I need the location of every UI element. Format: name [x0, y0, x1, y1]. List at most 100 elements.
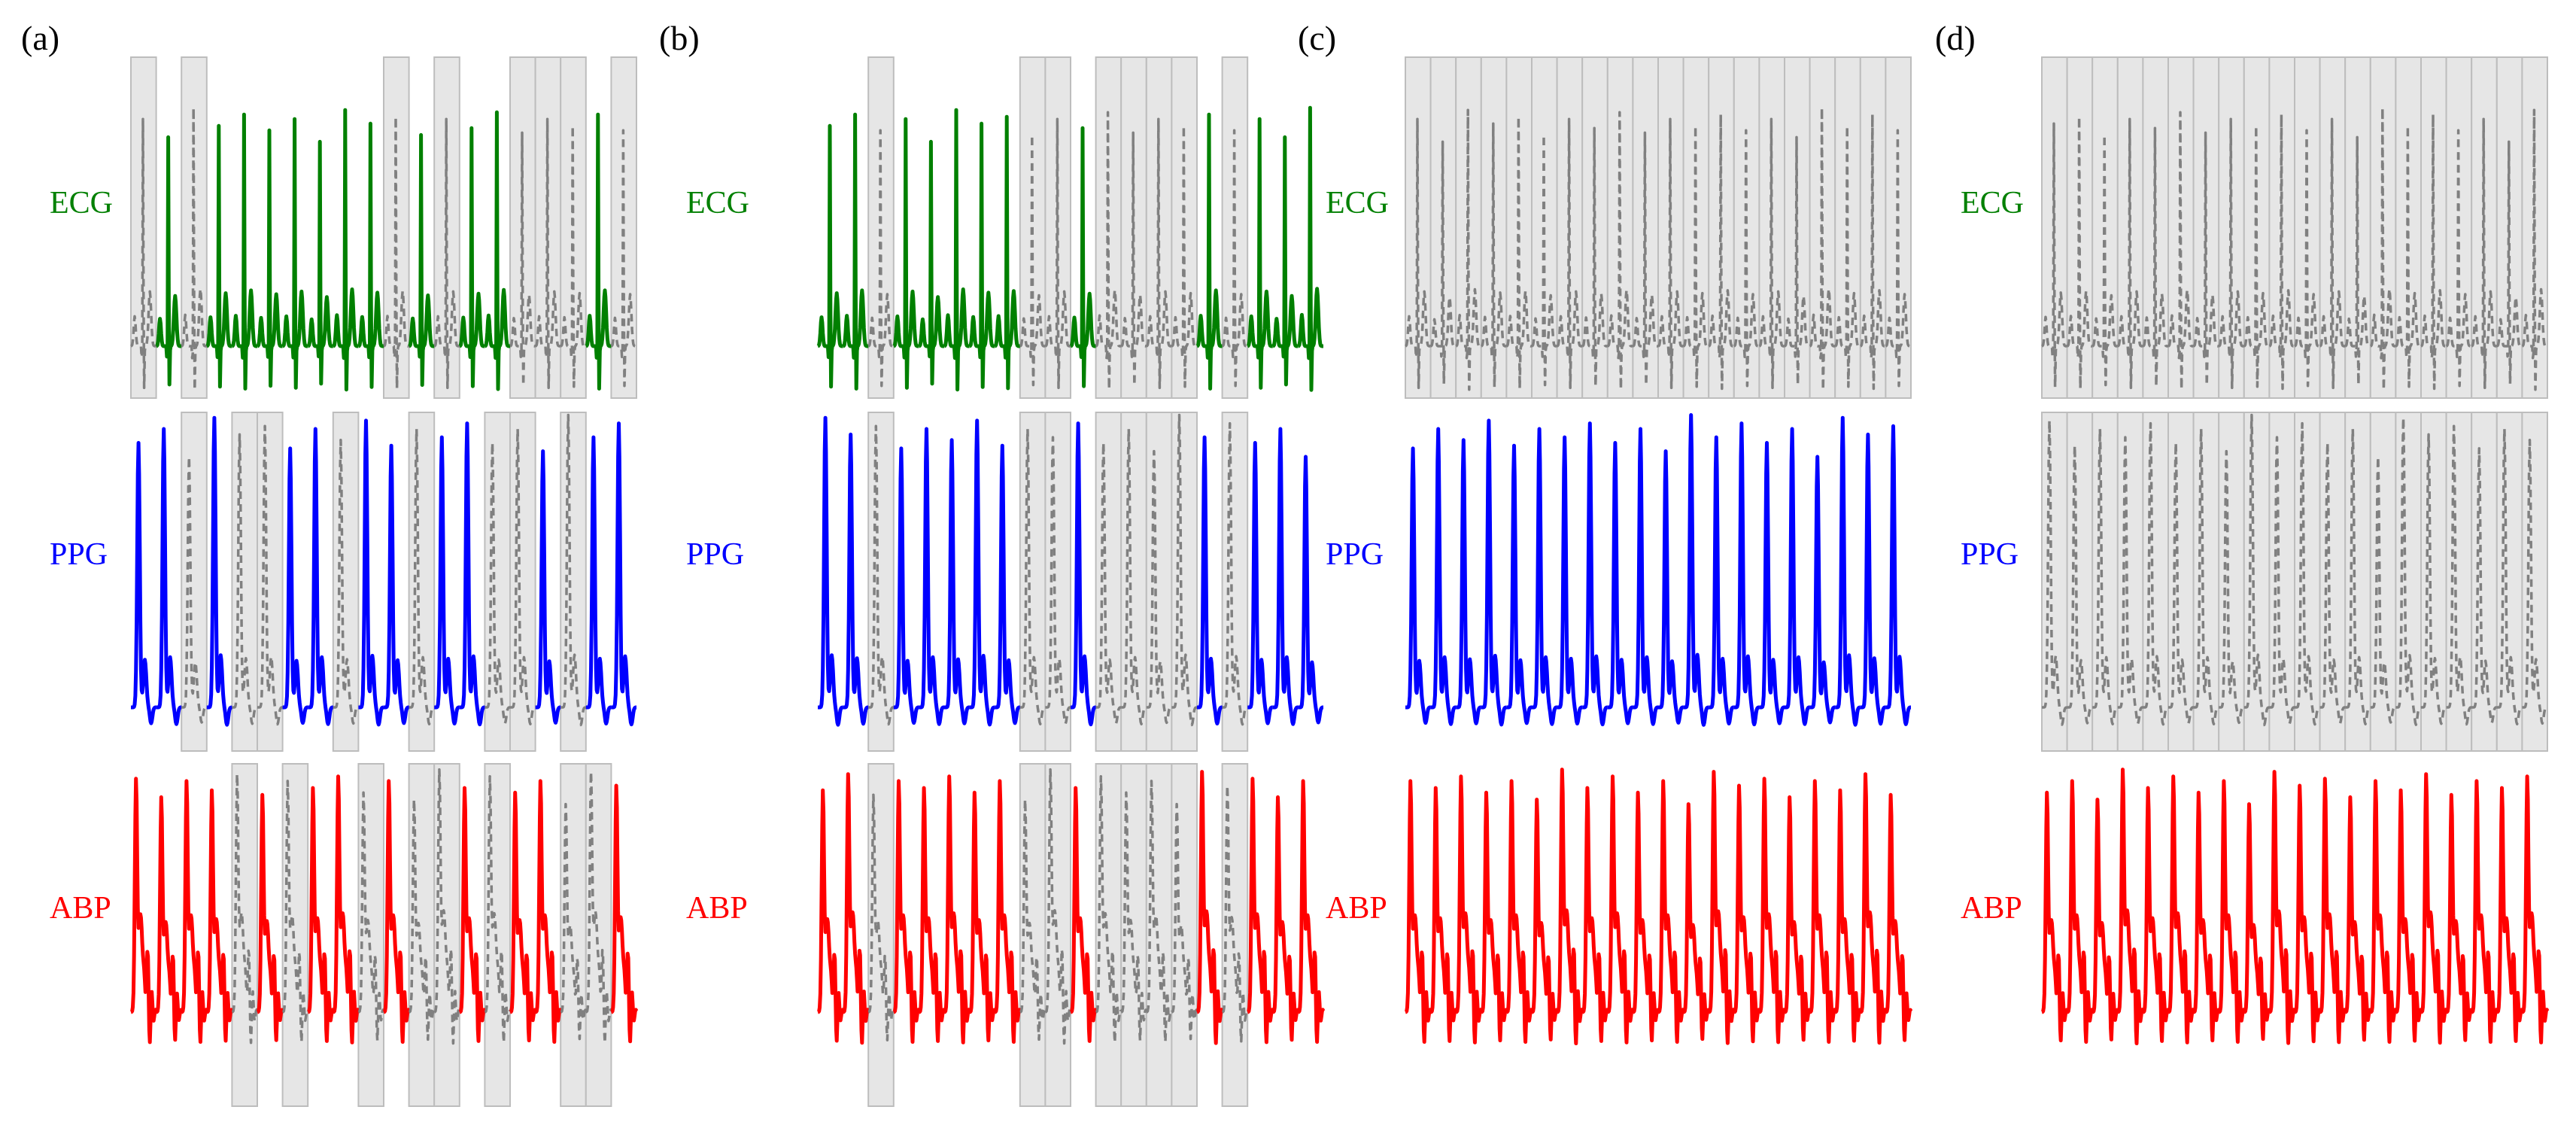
signal-trace	[1505, 779, 1534, 1044]
signal-trace	[1681, 413, 1710, 727]
masked-trace	[2192, 131, 2220, 387]
masked-trace	[257, 424, 284, 726]
masked-segment	[2116, 412, 2144, 752]
signal-trace	[1271, 135, 1300, 387]
signal-trace	[841, 772, 870, 1045]
row-ppg: PPG	[50, 412, 638, 752]
masked-trace	[281, 780, 309, 1044]
signal-trace	[841, 112, 870, 391]
masked-trace	[2420, 433, 2447, 725]
signal-trace	[382, 779, 411, 1044]
panel-a: (a) ECG PPG ABP	[21, 19, 639, 1107]
masked-segment	[2142, 412, 2169, 752]
signal-trace	[917, 427, 946, 726]
masked-trace	[1809, 106, 1836, 391]
signal-trace	[1783, 427, 1812, 726]
signal-label-ppg: PPG	[1326, 537, 1384, 572]
masked-trace	[2116, 436, 2144, 725]
signal-trace	[943, 108, 971, 392]
signal-label-ecg: ECG	[1326, 186, 1389, 220]
signal-trace	[609, 421, 638, 727]
masked-trace	[2319, 117, 2347, 390]
signal-trace	[968, 790, 997, 1043]
masked-trace	[867, 793, 895, 1041]
signal-trace	[2091, 798, 2120, 1041]
signal-trace	[1606, 441, 1635, 725]
masked-segment	[867, 412, 895, 752]
masked-segment	[408, 412, 436, 752]
signal-trace	[993, 443, 1022, 725]
signal-label-ppg: PPG	[686, 537, 744, 572]
masked-trace	[2521, 439, 2548, 725]
signal-trace	[357, 121, 385, 389]
signal-trace	[2293, 783, 2322, 1044]
signal-trace	[1757, 777, 1787, 1044]
masked-segment	[2192, 412, 2220, 752]
signal-trace	[1606, 774, 1635, 1044]
masked-trace	[1221, 784, 1249, 1043]
masked-trace	[1171, 802, 1198, 1041]
masked-trace	[2496, 140, 2523, 385]
signal-label-abp: ABP	[1326, 891, 1387, 926]
signal-trace	[458, 421, 487, 727]
masked-trace	[1095, 441, 1122, 725]
masked-trace	[2243, 413, 2271, 727]
signal-trace	[1733, 421, 1761, 727]
masked-trace	[1834, 124, 1861, 388]
masked-trace	[1095, 775, 1122, 1044]
masked-trace	[2344, 427, 2371, 725]
signal-trace	[407, 132, 436, 388]
signal-trace	[2167, 774, 2195, 1044]
row-abp: ABP	[1326, 768, 1913, 1045]
masked-trace	[1784, 135, 1811, 386]
signal-trace	[306, 139, 335, 386]
signal-trace	[332, 108, 360, 392]
signal-trace	[993, 779, 1022, 1044]
signal-trace	[892, 779, 921, 1044]
masked-segment	[1019, 412, 1046, 752]
masked-trace	[1405, 117, 1432, 390]
signal-trace	[1195, 435, 1224, 725]
masked-trace	[2091, 427, 2119, 725]
masked-trace	[1095, 111, 1122, 391]
signal-trace	[1296, 455, 1325, 725]
masked-segment	[2091, 412, 2119, 752]
signal-trace	[483, 110, 512, 391]
masked-segment	[2218, 412, 2245, 752]
masked-trace	[1019, 133, 1046, 387]
panels-group: (a) ECG PPG ABP (b) ECG PPG ABP (c) ECG PPG ABP (d) E…	[21, 19, 2550, 1107]
masked-trace	[1044, 436, 1071, 725]
masked-segment	[2420, 412, 2447, 752]
masked-trace	[1556, 117, 1584, 390]
signal-trace	[1271, 795, 1300, 1042]
signal-trace	[1657, 779, 1685, 1044]
signal-label-abp: ABP	[50, 891, 111, 926]
signal-trace	[816, 123, 845, 389]
masked-trace	[2344, 135, 2371, 386]
signal-trace	[2141, 786, 2170, 1043]
signal-label-abp: ABP	[686, 891, 748, 926]
masked-trace	[2268, 113, 2295, 391]
masked-trace	[2395, 124, 2422, 388]
masked-trace	[2218, 117, 2245, 390]
masked-trace	[130, 117, 157, 390]
masked-trace	[2116, 117, 2144, 390]
masked-trace	[1120, 131, 1147, 387]
masked-trace	[1120, 427, 1147, 725]
signal-trace	[841, 432, 870, 726]
signal-trace	[129, 777, 158, 1044]
masked-trace	[2091, 133, 2119, 387]
masked-trace	[484, 441, 511, 725]
masked-trace	[1019, 798, 1046, 1041]
signal-trace	[2420, 772, 2448, 1045]
signal-trace	[306, 786, 336, 1043]
masked-trace	[1885, 129, 1912, 388]
masked-trace	[2521, 108, 2548, 391]
panel-c: (c) ECG PPG ABP	[1298, 19, 1913, 1045]
masked-segment	[2268, 412, 2295, 752]
signal-trace	[816, 788, 845, 1043]
masked-trace	[867, 424, 895, 726]
signal-trace	[1808, 455, 1836, 725]
signal-trace	[1246, 117, 1274, 390]
